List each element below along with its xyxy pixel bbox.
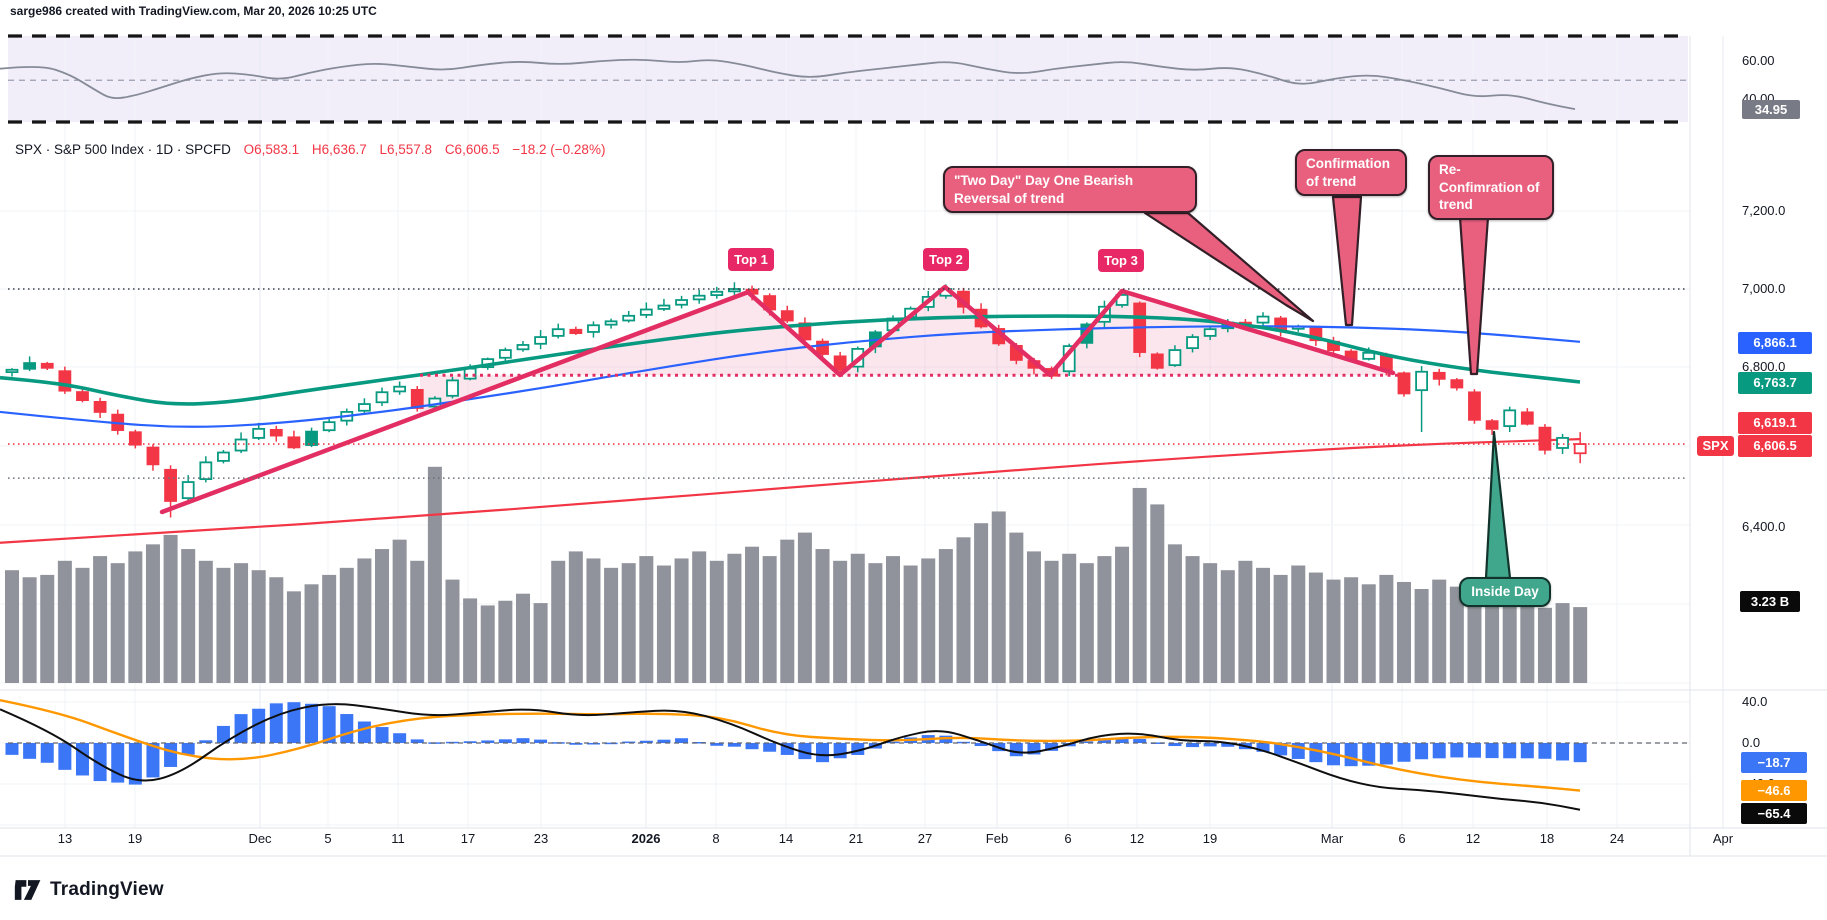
price-scale-label: 6,400.0 [1742,519,1786,534]
legend-open: O6,583.1 [243,142,300,157]
tradingview-logo-text: TradingView [50,879,164,900]
time-axis-label: 13 [57,831,73,846]
price-scale-label: 60.00 [1742,53,1775,68]
time-axis-label: 12 [1129,831,1145,846]
macd-value-badge: −65.4 [1741,803,1807,824]
time-axis-label: 8 [712,831,720,846]
attribution-text: sarge986 created with TradingView.com, M… [10,4,377,18]
top1-label[interactable]: Top 1 [728,248,774,271]
time-axis-label: 19 [127,831,143,846]
time-axis-label: 11 [391,831,405,846]
time-axis-label: 17 [460,831,476,846]
legend-change: −18.2 (−0.28%) [512,142,606,157]
time-axis-label: 2026 [631,831,661,846]
price-scale-label: 40.0 [1742,694,1768,709]
symbol-price-tag: SPX [1697,436,1734,456]
price-scale-label: 0.0 [1742,735,1761,750]
time-axis-label: 21 [848,831,864,846]
inside-day-callout[interactable]: Inside Day [1459,577,1551,607]
time-axis-label: 18 [1539,831,1555,846]
rsi-value-badge: 34.95 [1742,100,1800,119]
time-axis-label: 14 [778,831,794,846]
price-scale-label: 7,200.0 [1742,203,1786,218]
legend-high: H6,636.7 [311,142,367,157]
time-axis-label: Feb [985,831,1009,846]
top3-label[interactable]: Top 3 [1098,249,1144,272]
time-axis[interactable]: 13 19 Dec 5 11 17 23 2026 8 14 21 27 Feb 6 12 19 Mar 6 12 1… [0,831,1827,853]
two-day-reversal-callout[interactable]: "Two Day" Day One Bearish Reversal of tr… [943,166,1197,214]
ma-red-value-badge: 6,619.1 [1738,412,1812,434]
tradingview-logo-icon [14,880,41,900]
ma-blue-value-badge: 6,866.1 [1738,332,1812,354]
ma-green-value-badge: 6,763.7 [1738,372,1812,394]
time-axis-label: 6 [1064,831,1072,846]
symbol-legend[interactable]: SPX · S&P 500 Index · 1D · SPCFD O6,583.… [15,142,614,157]
price-scale-label: 7,000.0 [1742,281,1786,296]
time-axis-label: 12 [1465,831,1481,846]
time-axis-label: Apr [1712,831,1734,846]
confirmation-callout[interactable]: Confirmation of trend [1295,149,1407,197]
legend-close: C6,606.5 [444,142,500,157]
last-price-badge: 6,606.5 [1738,435,1812,457]
time-axis-label: 23 [533,831,549,846]
time-axis-label: Dec [248,831,272,846]
time-axis-label: 6 [1398,831,1406,846]
time-axis-label: 27 [917,831,933,846]
tradingview-logo[interactable]: TradingView [14,874,164,906]
time-axis-label: 5 [324,831,332,846]
time-axis-label: 19 [1202,831,1218,846]
legend-low: L6,557.8 [379,142,433,157]
top2-label[interactable]: Top 2 [923,248,969,271]
price-scale-label: 6,800.0 [1742,359,1786,374]
macd-signal-badge: −46.6 [1741,780,1807,801]
time-axis-label: 24 [1609,831,1625,846]
time-axis-label: Mar [1320,831,1344,846]
legend-title: SPX · S&P 500 Index · 1D · SPCFD [15,142,231,157]
reconfirmation-callout[interactable]: Re-Confimration of trend [1428,155,1554,220]
macd-hist-badge: −18.7 [1741,752,1807,773]
volume-value-badge: 3.23 B [1740,591,1800,612]
